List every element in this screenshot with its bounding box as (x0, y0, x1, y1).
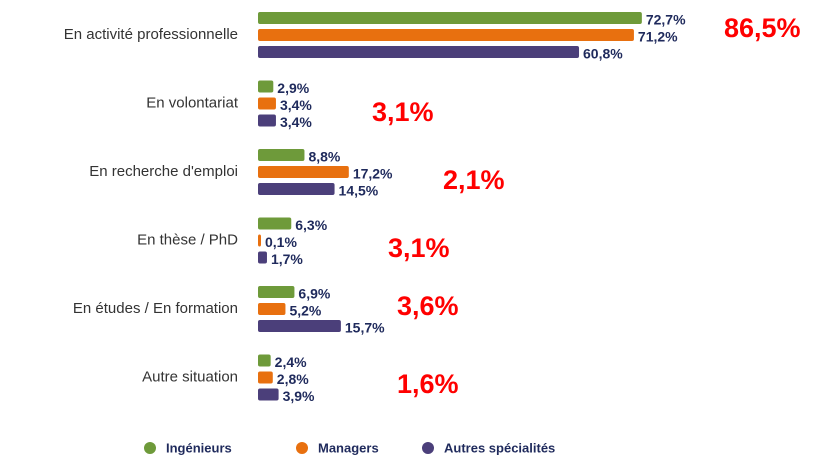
legend-swatch (422, 442, 434, 454)
category-label: En études / En formation (73, 300, 238, 317)
bar (258, 183, 335, 195)
value-label: 17,2% (353, 166, 393, 182)
value-label: 14,5% (339, 183, 379, 199)
value-label: 5,2% (289, 303, 321, 319)
annotation: 3,1% (388, 233, 450, 263)
bar (258, 149, 305, 161)
bar (258, 320, 341, 332)
value-label: 2,8% (277, 371, 309, 387)
category-label: En volontariat (146, 94, 239, 111)
category-label: En thèse / PhD (137, 231, 238, 248)
category-label: En recherche d'emploi (89, 163, 238, 180)
bar (258, 251, 267, 264)
bar (258, 29, 634, 41)
value-label: 1,7% (271, 251, 303, 267)
value-label: 72,7% (646, 12, 686, 28)
value-label: 3,4% (280, 114, 312, 130)
value-label: 60,8% (583, 46, 623, 62)
bar (258, 234, 261, 247)
category-label: Autre situation (142, 368, 238, 385)
bar (258, 80, 274, 93)
annotation: 2,1% (443, 165, 505, 195)
bar (258, 286, 295, 298)
value-label: 3,9% (283, 388, 315, 404)
bar (258, 97, 276, 110)
bar (258, 217, 292, 230)
category-label: En activité professionnelle (64, 26, 238, 43)
value-label: 3,4% (280, 97, 312, 113)
annotation: 1,6% (397, 369, 459, 399)
bar (258, 354, 271, 367)
value-label: 2,4% (275, 354, 307, 370)
bar (258, 12, 642, 24)
bar (258, 303, 286, 315)
annotation: 3,1% (372, 97, 434, 127)
value-label: 2,9% (277, 80, 309, 96)
value-label: 6,9% (298, 286, 330, 302)
bar (258, 114, 276, 127)
annotation: 86,5% (724, 13, 801, 43)
value-label: 71,2% (638, 29, 678, 45)
bar (258, 388, 279, 401)
bar (258, 371, 273, 384)
bar (258, 46, 580, 58)
annotation: 3,6% (397, 291, 459, 321)
legend-label: Ingénieurs (166, 440, 232, 455)
value-label: 8,8% (308, 149, 340, 165)
legend-label: Managers (318, 440, 379, 455)
bar (258, 166, 349, 178)
legend-label: Autres spécialités (444, 440, 555, 455)
value-label: 15,7% (345, 320, 385, 336)
value-label: 6,3% (295, 217, 327, 233)
legend-swatch (144, 442, 156, 454)
value-label: 0,1% (265, 234, 297, 250)
legend-swatch (296, 442, 308, 454)
